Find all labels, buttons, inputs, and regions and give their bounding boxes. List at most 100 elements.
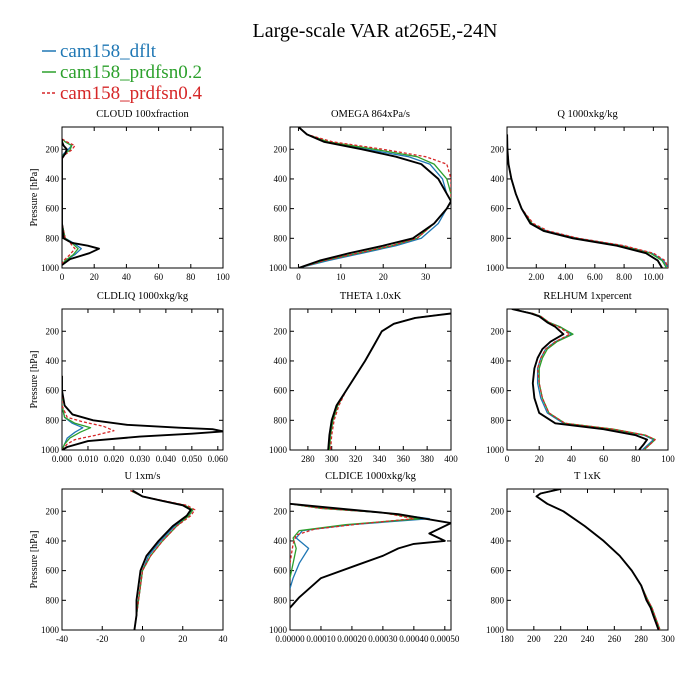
x-tick-label: 0.00030 (368, 634, 398, 644)
series-line-control (511, 309, 649, 450)
x-tick-label: 320 (349, 454, 363, 464)
x-tick-label: 0 (505, 454, 510, 464)
y-tick-label: 1000 (486, 625, 505, 635)
y-tick-label: 800 (46, 415, 60, 425)
x-tick-label: 0.00010 (306, 634, 336, 644)
x-tick-label: 360 (397, 454, 411, 464)
x-tick-label: 300 (325, 454, 339, 464)
panel-3: Q 1000xkg/kg 200 400 600 800 1000 2.00 4.00 6.00… (486, 109, 669, 282)
x-tick-label: 0.050 (182, 454, 203, 464)
legend-label: cam158_prdfsn0.2 (60, 62, 202, 83)
panel-8: CLDICE 1000xkg/kg 200 400 600 800 10000.00000… (269, 471, 460, 644)
y-tick-label: 1000 (269, 263, 288, 273)
plot-frame (289, 308, 452, 451)
y-tick-label: 800 (46, 233, 60, 243)
y-tick-label: 600 (46, 566, 60, 576)
panel-2: OMEGA 864xPa/s 200 400 600 800 1000 0 10 20 30 (269, 109, 452, 282)
y-tick-label: 800 (274, 415, 288, 425)
plot-frame (506, 126, 669, 269)
y-tick-label: 400 (491, 174, 505, 184)
x-tick-label: 6.00 (587, 272, 603, 282)
x-tick-label: 0.020 (104, 454, 125, 464)
figure-title: Large-scale VAR at265E,-24N (253, 20, 498, 42)
series-line-cam158-prdfsn0-2 (507, 134, 668, 268)
x-tick-label: 80 (631, 454, 641, 464)
series-line-cam158-prdfsn0-4 (329, 312, 451, 450)
x-tick-label: 0 (296, 272, 301, 282)
y-tick-label: 200 (46, 144, 60, 154)
x-tick-label: 8.00 (616, 272, 632, 282)
panel-title: U 1xm/s (125, 471, 161, 482)
x-tick-label: 100 (216, 272, 230, 282)
x-tick-label: 40 (567, 454, 577, 464)
series-line-cam158-prdfsn0-4 (298, 127, 451, 268)
x-tick-label: 0.010 (78, 454, 99, 464)
panel-title: Q 1000xkg/kg (557, 109, 618, 120)
x-tick-label: 10.00 (643, 272, 664, 282)
series-line-cam158-prdfsn0-4 (535, 489, 661, 630)
y-tick-label: 400 (274, 356, 288, 366)
y-tick-label: 600 (491, 386, 505, 396)
legend-label: cam158_dflt (60, 41, 157, 62)
panel-title: RELHUM 1xpercent (543, 291, 631, 302)
series-group (297, 127, 451, 268)
x-tick-label: 0.030 (130, 454, 151, 464)
panel-title: CLDICE 1000xkg/kg (325, 471, 416, 482)
x-tick-label: 100 (661, 454, 675, 464)
y-tick-label: 800 (274, 595, 288, 605)
legend: cam158_dfltcam158_prdfsn0.2cam158_prdfsn… (42, 41, 202, 104)
x-tick-label: 80 (186, 272, 196, 282)
y-tick-label: 200 (274, 326, 288, 336)
x-tick-label: 60 (599, 454, 609, 464)
x-tick-label: -40 (56, 634, 68, 644)
y-tick-label: 600 (274, 204, 288, 214)
x-tick-label: 220 (554, 634, 568, 644)
x-tick-label: 10 (336, 272, 346, 282)
panel-title: OMEGA 864xPa/s (331, 109, 410, 120)
series-group (511, 309, 656, 450)
y-tick-label: 200 (46, 326, 60, 336)
y-tick-label: 1000 (486, 445, 505, 455)
x-tick-label: 0 (140, 634, 145, 644)
x-tick-label: 260 (608, 634, 622, 644)
x-tick-label: 180 (500, 634, 514, 644)
x-tick-label: 4.00 (558, 272, 574, 282)
x-tick-label: 20 (535, 454, 545, 464)
x-tick-label: 0.00040 (399, 634, 429, 644)
series-group (62, 138, 100, 266)
y-tick-label: 600 (274, 386, 288, 396)
y-tick-label: 600 (46, 386, 60, 396)
y-tick-label: 400 (491, 536, 505, 546)
series-line-cam158-prdfsn0-4 (62, 375, 115, 450)
y-tick-label: 600 (46, 204, 60, 214)
x-tick-label: 340 (373, 454, 387, 464)
series-group (62, 375, 223, 450)
y-tick-label: 1000 (41, 263, 60, 273)
series-line-control (297, 127, 451, 268)
panel-title: T 1xK (574, 471, 601, 482)
y-axis-label: Pressure [hPa] (29, 350, 40, 408)
series-line-cam158-prdfsn0-4 (62, 138, 76, 266)
series-line-control (131, 489, 192, 630)
panel-title: THETA 1.0xK (340, 291, 402, 302)
series-group (507, 134, 668, 268)
x-tick-label: 60 (154, 272, 164, 282)
x-tick-label: 40 (122, 272, 132, 282)
x-tick-label: 2.00 (528, 272, 544, 282)
y-tick-label: 800 (491, 233, 505, 243)
series-line-control (507, 134, 663, 268)
x-tick-label: 400 (444, 454, 458, 464)
plot-frame (289, 488, 452, 631)
x-tick-label: 300 (661, 634, 675, 644)
x-tick-label: 0.000 (52, 454, 73, 464)
y-tick-label: 1000 (41, 625, 60, 635)
series-line-cam158-prdfsn0-4 (130, 489, 196, 630)
x-tick-label: 20 (178, 634, 188, 644)
series-line-cam158-prdfsn0-2 (62, 375, 92, 450)
series-line-cam158-prdfsn0-2 (328, 312, 451, 450)
y-tick-label: 1000 (486, 263, 505, 273)
y-tick-label: 200 (46, 506, 60, 516)
